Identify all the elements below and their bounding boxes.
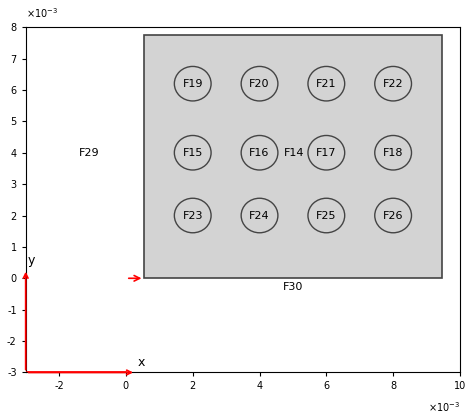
Circle shape xyxy=(175,135,211,170)
Text: $\times 10^{-3}$: $\times 10^{-3}$ xyxy=(428,400,460,414)
Text: F17: F17 xyxy=(316,148,337,158)
Circle shape xyxy=(375,67,412,101)
Text: F20: F20 xyxy=(249,79,270,89)
Text: F25: F25 xyxy=(316,210,337,220)
Circle shape xyxy=(308,67,345,101)
Bar xyxy=(144,35,442,278)
Circle shape xyxy=(241,198,278,233)
Text: F14: F14 xyxy=(284,148,305,158)
Circle shape xyxy=(175,67,211,101)
Text: F16: F16 xyxy=(249,148,270,158)
Circle shape xyxy=(375,135,412,170)
Circle shape xyxy=(175,198,211,233)
Circle shape xyxy=(241,135,278,170)
Text: F18: F18 xyxy=(383,148,403,158)
Circle shape xyxy=(241,67,278,101)
Text: F23: F23 xyxy=(183,210,203,220)
Circle shape xyxy=(308,135,345,170)
Text: F22: F22 xyxy=(383,79,403,89)
Text: F24: F24 xyxy=(249,210,270,220)
Text: F30: F30 xyxy=(283,282,303,292)
Text: $\times 10^{-3}$: $\times 10^{-3}$ xyxy=(26,6,58,20)
Text: F15: F15 xyxy=(183,148,203,158)
Text: x: x xyxy=(138,356,145,369)
Text: F29: F29 xyxy=(79,148,99,158)
Text: F21: F21 xyxy=(316,79,337,89)
Text: F19: F19 xyxy=(183,79,203,89)
Text: y: y xyxy=(27,254,35,267)
Circle shape xyxy=(375,198,412,233)
Text: F26: F26 xyxy=(383,210,403,220)
Circle shape xyxy=(308,198,345,233)
